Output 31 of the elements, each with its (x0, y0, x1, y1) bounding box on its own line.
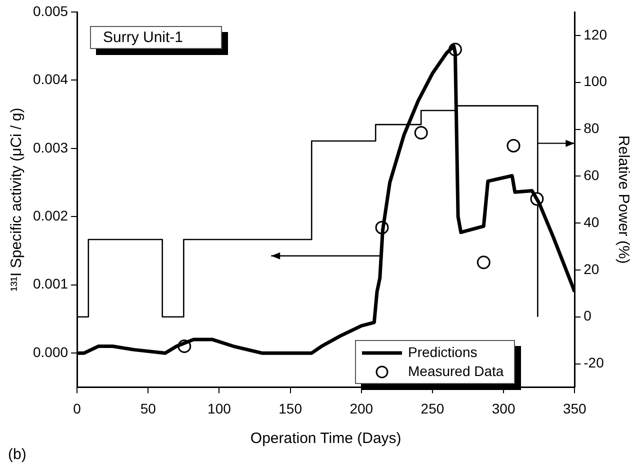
y-tick-label: 0.004 (32, 71, 68, 88)
point (506, 138, 520, 152)
y-tick-label: 0.005 (32, 2, 68, 19)
y2-tick-label: -20 (584, 354, 604, 371)
x-tick-label: 0 (73, 400, 82, 416)
x-tick-label: 250 (420, 400, 444, 416)
x-tick-label: 150 (278, 400, 302, 416)
x-tick-label: 300 (492, 400, 516, 416)
y2-tick-label: 120 (584, 26, 608, 42)
y2-axis-title: Relative Power (%) (614, 135, 632, 264)
legend-label: Measured Data (408, 362, 504, 381)
y-tick-label: 0.002 (32, 208, 68, 224)
y2-tick-label: 60 (584, 167, 600, 184)
y2-tick-label: 100 (584, 73, 608, 90)
y-tick-label: 0.003 (32, 139, 68, 156)
y-tick-label: 0.000 (32, 344, 68, 360)
y2-tick-label: 40 (584, 214, 600, 230)
x-axis-title: Operation Time (Days) (250, 430, 402, 448)
point (414, 126, 428, 140)
x-tick-label: 350 (562, 400, 587, 416)
y2-tick-label: 0 (584, 308, 592, 324)
y2-tick-label: 20 (584, 260, 600, 277)
text: (b) (8, 446, 26, 463)
y2-tick-label: 80 (584, 120, 600, 136)
legend-label: Predictions (408, 343, 478, 362)
y-tick-label: 0.001 (32, 276, 68, 292)
y-axis-title: ¹³¹I Specific activity (μCi / g) (8, 108, 26, 292)
x-tick-label: 50 (140, 400, 156, 416)
x-tick-label: 100 (208, 400, 232, 416)
x-tick-label: 200 (350, 400, 374, 416)
point (476, 256, 490, 270)
